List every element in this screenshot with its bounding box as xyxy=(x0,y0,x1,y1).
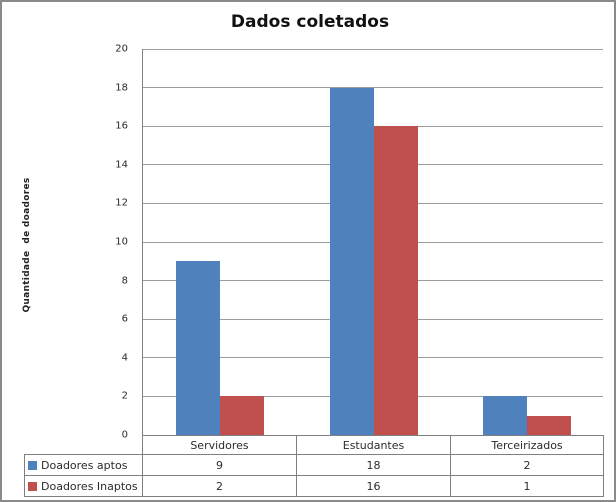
value-cell-doadores-aptos-estudantes: 18 xyxy=(296,454,451,476)
bar-doadores-aptos-terceirizados xyxy=(483,396,527,435)
y-tick-label-18: 18 xyxy=(115,82,128,94)
y-tick-label-14: 14 xyxy=(115,159,128,171)
gridline-y-20 xyxy=(143,49,603,50)
value-cell-doadores-aptos-servidores: 9 xyxy=(142,454,297,476)
category-header-estudantes: Estudantes xyxy=(296,435,451,455)
y-tick-label-6: 6 xyxy=(121,313,128,325)
category-header-servidores: Servidores xyxy=(142,435,297,455)
legend-cell-doadores-inaptos: Doadores Inaptos xyxy=(24,475,143,497)
y-tick-label-4: 4 xyxy=(121,352,128,364)
bar-doadores-aptos-servidores xyxy=(176,261,220,435)
value-cell-doadores-aptos-terceirizados: 2 xyxy=(450,454,604,476)
legend-swatch-icon xyxy=(28,481,37,491)
y-tick-label-8: 8 xyxy=(121,275,128,287)
legend-label: Doadores Inaptos xyxy=(41,479,138,493)
bar-doadores-inaptos-estudantes xyxy=(374,126,418,435)
bar-doadores-inaptos-terceirizados xyxy=(527,416,571,435)
table-blank-cell xyxy=(25,436,143,455)
legend-cell-doadores-aptos: Doadores aptos xyxy=(24,454,143,476)
value-cell-doadores-inaptos-servidores: 2 xyxy=(142,475,297,497)
y-axis-tick-labels: 0 2 4 6 8 10 12 14 16 18 20 xyxy=(2,44,135,441)
table-row: Doadores Inaptos 2 16 1 xyxy=(24,475,604,497)
legend-swatch-icon xyxy=(28,460,37,470)
plot-area xyxy=(142,49,603,435)
y-tick-label-12: 12 xyxy=(115,197,128,209)
y-tick-label-2: 2 xyxy=(121,390,128,402)
y-tick-label-0: 0 xyxy=(121,429,128,441)
data-table: Servidores Estudantes Terceirizados Doadore… xyxy=(24,435,604,497)
y-tick-label-16: 16 xyxy=(115,120,128,132)
chart-title: Dados coletados xyxy=(230,12,390,32)
value-cell-doadores-inaptos-estudantes: 16 xyxy=(296,475,451,497)
y-tick-label-10: 10 xyxy=(115,236,128,248)
value-cell-doadores-inaptos-terceirizados: 1 xyxy=(450,475,604,497)
bar-doadores-aptos-estudantes xyxy=(330,88,374,435)
table-row: Doadores aptos 9 18 2 xyxy=(24,454,604,476)
category-header-terceirizados: Terceirizados xyxy=(450,435,604,455)
legend-label: Doadores aptos xyxy=(41,458,128,472)
bar-doadores-inaptos-servidores xyxy=(220,396,264,435)
y-tick-label-20: 20 xyxy=(115,43,128,55)
gridline-y-18 xyxy=(143,87,603,89)
